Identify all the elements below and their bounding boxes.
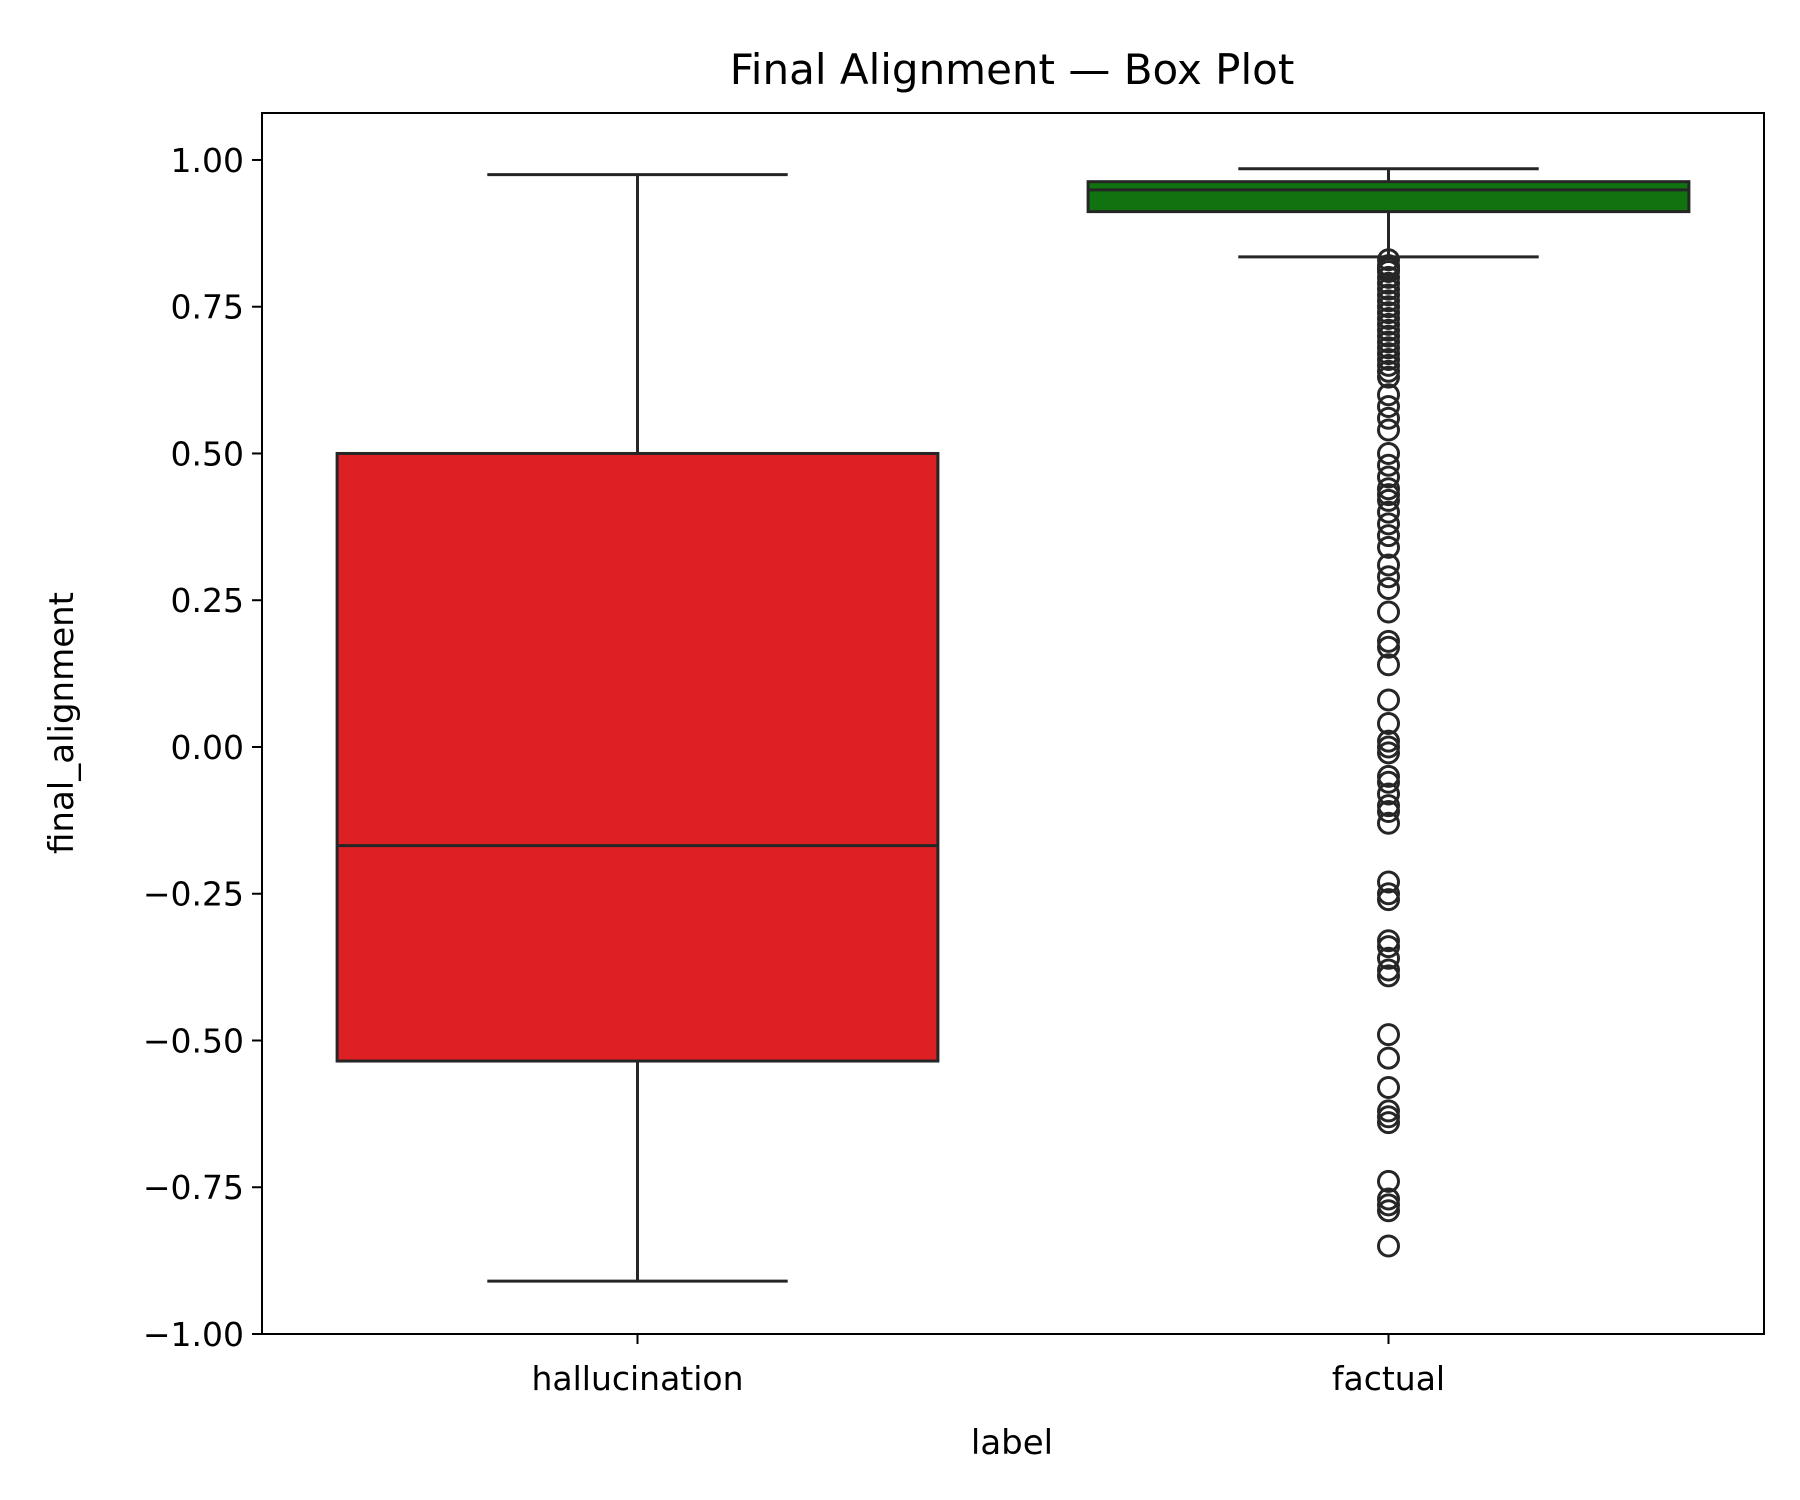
outlier-point <box>1377 800 1400 824</box>
outlier-point <box>1377 794 1400 818</box>
outlier-point <box>1377 712 1400 735</box>
y-axis-label: final_alignment <box>42 592 82 854</box>
outlier-point <box>1377 395 1400 419</box>
outlier-point <box>1377 764 1400 788</box>
outlier-point <box>1377 958 1400 982</box>
outlier-point <box>1377 441 1400 465</box>
outlier-point <box>1377 1075 1400 1099</box>
outlier-point <box>1377 688 1400 712</box>
y-tick-label: −0.75 <box>143 1168 244 1207</box>
outlier-point <box>1377 929 1400 953</box>
outlier-point <box>1377 635 1400 659</box>
outlier-point <box>1377 935 1400 959</box>
outlier-point <box>1377 289 1400 313</box>
outlier-point <box>1377 342 1400 366</box>
outlier-point <box>1377 782 1400 806</box>
x-axis-label: label <box>971 1423 1053 1463</box>
outlier-point <box>1377 365 1400 389</box>
box-factual <box>1086 167 1691 259</box>
outlier-point <box>1377 488 1400 512</box>
boxes-layer <box>335 167 1691 1283</box>
outlier-point <box>1377 271 1400 295</box>
chart-title: Final Alignment — Box Plot <box>730 45 1295 94</box>
outlier-point <box>1377 1234 1400 1258</box>
x-tick-label: factual <box>1332 1359 1445 1398</box>
x-axis: hallucination factual <box>531 1334 1445 1398</box>
y-tick-label: −0.50 <box>143 1021 244 1060</box>
outlier-point <box>1377 535 1400 559</box>
y-tick-label: 0.50 <box>171 434 244 473</box>
outlier-point <box>1377 629 1400 653</box>
box-body <box>335 451 940 1063</box>
y-tick-label: 1.00 <box>171 141 244 180</box>
y-tick-label: 0.00 <box>171 728 244 767</box>
outlier-point <box>1377 477 1400 501</box>
outlier-point <box>1377 283 1400 307</box>
outlier-point <box>1377 811 1400 835</box>
outlier-point <box>1377 1199 1400 1223</box>
outlier-point <box>1377 465 1400 489</box>
outlier-point <box>1377 353 1400 377</box>
x-tick-label: hallucination <box>531 1359 743 1398</box>
outlier-point <box>1377 259 1400 283</box>
outlier-point <box>1377 1193 1400 1217</box>
outlier-point <box>1377 741 1400 765</box>
outlier-point <box>1377 565 1400 589</box>
outlier-point <box>1377 946 1400 970</box>
box-hallucination <box>335 173 940 1283</box>
outlier-point <box>1377 729 1400 753</box>
outlier-point <box>1377 870 1400 894</box>
outliers-layer <box>1377 248 1400 1258</box>
outlier-point <box>1377 306 1400 330</box>
outlier-point <box>1377 553 1400 577</box>
outlier-point <box>1377 336 1400 360</box>
box-body <box>1086 180 1691 214</box>
y-tick-label: −0.25 <box>143 875 244 914</box>
outlier-point <box>1377 453 1400 477</box>
y-axis: 1.00 0.75 0.50 0.25 0.00 −0.25 −0.50 −0.75 −1.00 <box>143 141 262 1354</box>
outlier-point <box>1377 277 1400 301</box>
outlier-point <box>1377 770 1400 794</box>
outlier-point <box>1377 248 1400 272</box>
outlier-point <box>1377 359 1400 383</box>
outlier-point <box>1377 406 1400 430</box>
outlier-point <box>1377 312 1400 336</box>
outlier-point <box>1377 330 1400 354</box>
outlier-point <box>1377 1046 1400 1070</box>
outlier-point <box>1377 324 1400 348</box>
outlier-point <box>1377 524 1400 548</box>
y-tick-label: 0.25 <box>171 581 244 620</box>
outlier-point <box>1377 882 1400 906</box>
outlier-point <box>1377 483 1400 507</box>
outlier-point <box>1377 265 1400 289</box>
outlier-point <box>1377 600 1400 624</box>
outlier-point <box>1377 348 1400 372</box>
outlier-point <box>1377 1187 1400 1211</box>
outlier-point <box>1377 735 1400 759</box>
outlier-point <box>1377 1023 1400 1047</box>
outlier-point <box>1377 653 1400 677</box>
outlier-point <box>1377 418 1400 442</box>
y-tick-label: 0.75 <box>171 288 244 327</box>
outlier-point <box>1377 1099 1400 1123</box>
y-tick-label: −1.00 <box>143 1315 244 1354</box>
outlier-point <box>1377 500 1400 524</box>
outlier-point <box>1377 1105 1400 1129</box>
outlier-point <box>1377 888 1400 912</box>
outlier-point <box>1377 301 1400 325</box>
outlier-point <box>1377 383 1400 407</box>
outlier-point <box>1377 576 1400 600</box>
outlier-point <box>1377 964 1400 988</box>
outlier-point <box>1377 318 1400 342</box>
outlier-point <box>1377 1111 1400 1135</box>
outlier-point <box>1377 1169 1400 1193</box>
outlier-point <box>1377 295 1400 319</box>
outlier-point <box>1377 512 1400 536</box>
